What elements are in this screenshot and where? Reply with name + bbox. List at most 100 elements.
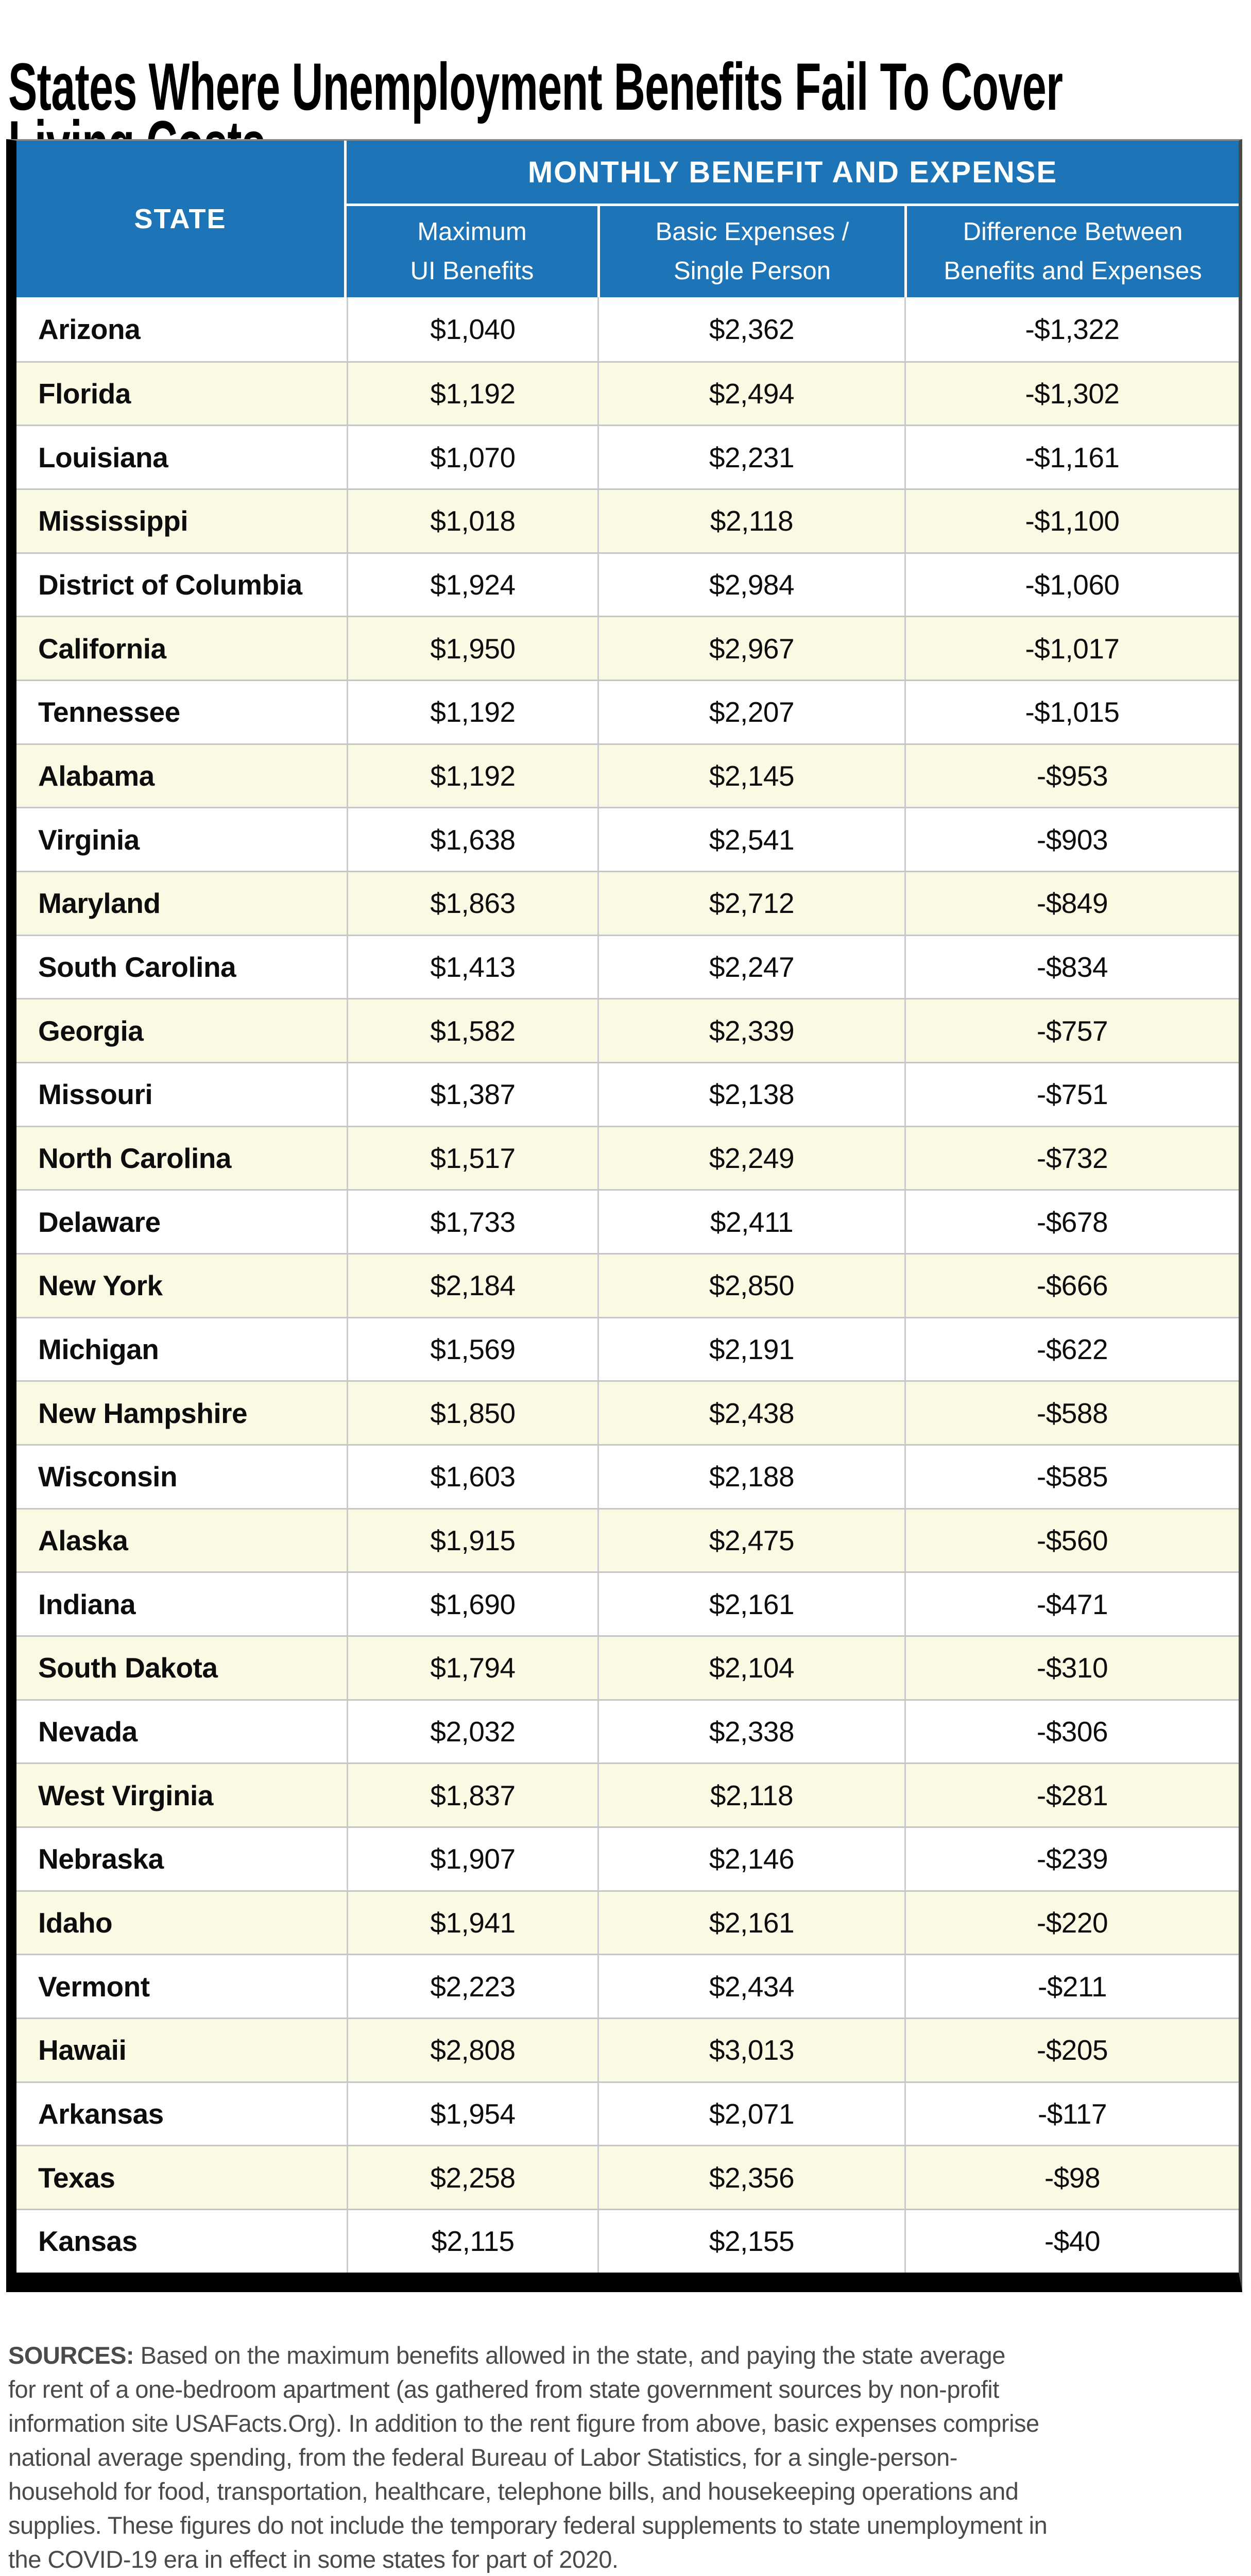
- state-name-cell: Indiana: [38, 1588, 136, 1620]
- difference-cell: -$666: [904, 1255, 1239, 1317]
- sources-note: SOURCES: Based on the maximum benefits a…: [8, 2338, 1244, 2576]
- basic-expenses-cell: $2,231: [597, 426, 904, 489]
- table-row: Maryland $1,863 $2,712 -$849: [16, 871, 1239, 935]
- difference-cell: -$471: [904, 1573, 1239, 1636]
- table-row: Alabama $1,192 $2,145 -$953: [16, 743, 1239, 807]
- basic-expenses-cell: $2,494: [597, 362, 904, 425]
- basic-expenses-cell: $2,104: [597, 1637, 904, 1699]
- difference-cell: -$834: [904, 936, 1239, 998]
- state-column-header: STATE: [16, 141, 347, 297]
- state-name-cell: Alaska: [38, 1524, 128, 1557]
- table-row: New Hampshire $1,850 $2,438 -$588: [16, 1380, 1239, 1445]
- table-row: Texas $2,258 $2,356 -$98: [16, 2145, 1239, 2209]
- difference-cell: -$40: [904, 2210, 1239, 2273]
- basic-expenses-cell: $2,247: [597, 936, 904, 998]
- difference-header: Difference Between Benefits and Expenses: [904, 206, 1239, 297]
- difference-cell: -$622: [904, 1318, 1239, 1381]
- basic-expenses-cell: $2,411: [597, 1191, 904, 1253]
- state-name-cell: Texas: [38, 2161, 115, 2194]
- difference-cell: -$310: [904, 1637, 1239, 1699]
- state-name-cell: Delaware: [38, 1206, 161, 1238]
- sub-header-row: Maximum UI Benefits Basic Expenses / Sin…: [347, 206, 1239, 297]
- difference-cell: -$1,015: [904, 681, 1239, 743]
- table-row: Nebraska $1,907 $2,146 -$239: [16, 1826, 1239, 1890]
- difference-cell: -$953: [904, 744, 1239, 807]
- difference-cell: -$1,100: [904, 490, 1239, 552]
- state-name-cell: Nebraska: [38, 1843, 164, 1875]
- state-name-cell: Wisconsin: [38, 1461, 178, 1493]
- state-name-cell: Maryland: [38, 887, 161, 920]
- max-ui-benefits-cell: $1,690: [347, 1573, 597, 1636]
- table-row: Arizona $1,040 $2,362 -$1,322: [16, 297, 1239, 361]
- basic-expenses-cell: $2,161: [597, 1573, 904, 1636]
- max-ui-benefits-cell: $1,040: [347, 297, 597, 361]
- basic-expenses-cell: $2,338: [597, 1700, 904, 1763]
- table-row: Nevada $2,032 $2,338 -$306: [16, 1699, 1239, 1763]
- benefits-table: STATE MONTHLY BENEFIT AND EXPENSE Maximu…: [6, 139, 1242, 2292]
- basic-expenses-cell: $2,191: [597, 1318, 904, 1381]
- table-row: Wisconsin $1,603 $2,188 -$585: [16, 1444, 1239, 1508]
- basic-expenses-cell: $2,850: [597, 1255, 904, 1317]
- basic-expenses-cell: $2,438: [597, 1382, 904, 1445]
- state-name-cell: Louisiana: [38, 441, 168, 473]
- basic-expenses-cell: $2,188: [597, 1446, 904, 1508]
- difference-cell: -$757: [904, 999, 1239, 1062]
- basic-expenses-cell: $2,362: [597, 297, 904, 361]
- group-header: MONTHLY BENEFIT AND EXPENSE: [347, 141, 1239, 206]
- basic-expenses-cell: $2,984: [597, 553, 904, 616]
- state-name-cell: Kansas: [38, 2225, 138, 2258]
- state-name-cell: Idaho: [38, 1907, 113, 1939]
- difference-cell: -$239: [904, 1828, 1239, 1890]
- table-row: Michigan $1,569 $2,191 -$622: [16, 1316, 1239, 1381]
- state-name-cell: Arkansas: [38, 2098, 164, 2130]
- basic-expenses-cell: $2,145: [597, 744, 904, 807]
- table-row: South Carolina $1,413 $2,247 -$834: [16, 934, 1239, 998]
- difference-cell: -$585: [904, 1446, 1239, 1508]
- basic-expenses-cell: $2,339: [597, 999, 904, 1062]
- basic-expenses-cell: $2,356: [597, 2146, 904, 2209]
- max-ui-benefits-cell: $1,569: [347, 1318, 597, 1381]
- table-row: Florida $1,192 $2,494 -$1,302: [16, 361, 1239, 425]
- difference-cell: -$751: [904, 1063, 1239, 1126]
- difference-cell: -$281: [904, 1764, 1239, 1827]
- table-row: Tennessee $1,192 $2,207 -$1,015: [16, 680, 1239, 743]
- difference-cell: -$732: [904, 1127, 1239, 1190]
- basic-expenses-cell: $2,475: [597, 1509, 904, 1572]
- state-name-cell: West Virginia: [38, 1779, 213, 1811]
- max-ui-benefits-cell: $2,258: [347, 2146, 597, 2209]
- max-ui-benefits-cell: $1,192: [347, 744, 597, 807]
- difference-cell: -$1,302: [904, 362, 1239, 425]
- state-name-cell: Nevada: [38, 1716, 138, 1748]
- difference-cell: -$98: [904, 2146, 1239, 2209]
- table-row: New York $2,184 $2,850 -$666: [16, 1253, 1239, 1317]
- max-ui-benefits-cell: $1,950: [347, 617, 597, 680]
- state-name-cell: Florida: [38, 378, 131, 410]
- difference-cell: -$117: [904, 2082, 1239, 2145]
- basic-expenses-cell: $2,967: [597, 617, 904, 680]
- state-name-cell: District of Columbia: [38, 569, 302, 601]
- max-ui-benefits-cell: $1,850: [347, 1382, 597, 1445]
- max-ui-benefits-cell: $2,223: [347, 1955, 597, 2018]
- sources-label: SOURCES:: [8, 2342, 134, 2369]
- state-name-cell: Tennessee: [38, 696, 180, 728]
- max-ui-benefits-cell: $1,915: [347, 1509, 597, 1572]
- state-name-cell: South Dakota: [38, 1652, 218, 1684]
- max-ui-benefits-cell: $1,941: [347, 1891, 597, 1954]
- basic-expenses-cell: $2,138: [597, 1063, 904, 1126]
- basic-expenses-header: Basic Expenses / Single Person: [597, 206, 904, 297]
- max-ui-benefits-cell: $1,837: [347, 1764, 597, 1827]
- table-row: Hawaii $2,808 $3,013 -$205: [16, 2018, 1239, 2081]
- monthly-benefit-header-group: MONTHLY BENEFIT AND EXPENSE Maximum UI B…: [347, 141, 1239, 297]
- table-row: Louisiana $1,070 $2,231 -$1,161: [16, 425, 1239, 489]
- difference-cell: -$211: [904, 1955, 1239, 2018]
- state-name-cell: Missouri: [38, 1078, 153, 1111]
- table-row: Arkansas $1,954 $2,071 -$117: [16, 2081, 1239, 2145]
- sources-text: Based on the maximum benefits allowed in…: [8, 2342, 1048, 2573]
- table-row: Alaska $1,915 $2,475 -$560: [16, 1507, 1239, 1572]
- basic-expenses-cell: $2,118: [597, 490, 904, 552]
- max-ui-benefits-cell: $2,184: [347, 1255, 597, 1317]
- difference-cell: -$903: [904, 808, 1239, 871]
- max-ui-benefits-cell: $2,115: [347, 2210, 597, 2273]
- table-row: Missouri $1,387 $2,138 -$751: [16, 1062, 1239, 1126]
- difference-cell: -$1,161: [904, 426, 1239, 489]
